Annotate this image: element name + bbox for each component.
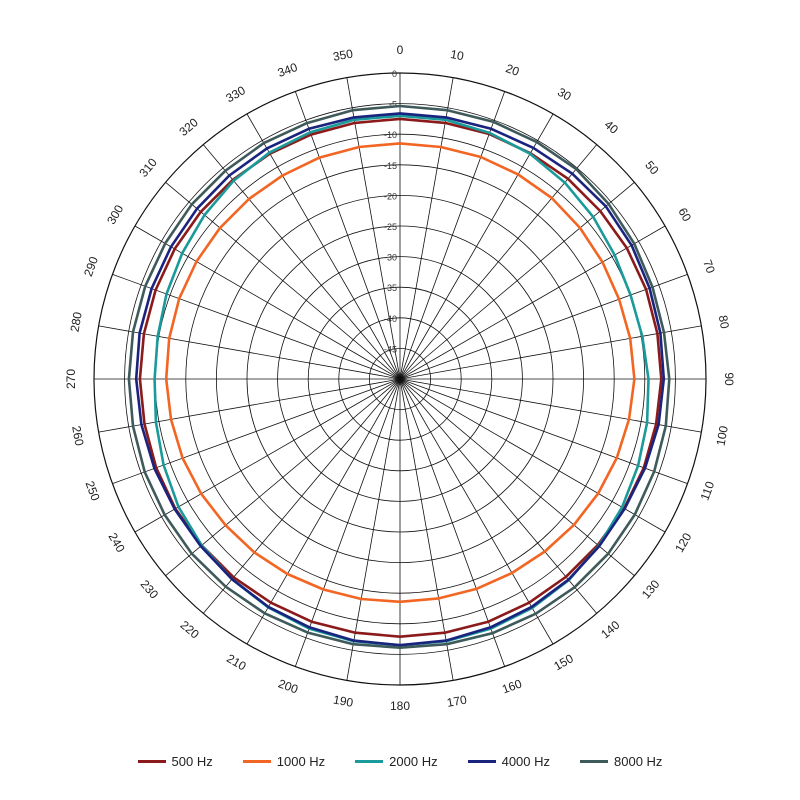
grid-spoke	[112, 273, 401, 380]
angle-tick-label: 240	[106, 530, 128, 555]
angle-tick-label: 140	[598, 618, 623, 642]
grid-spoke	[399, 378, 454, 681]
angle-tick-label: 230	[138, 577, 162, 602]
angle-tick-label: 120	[672, 530, 694, 555]
grid-spoke	[98, 378, 401, 433]
grid-spoke	[294, 91, 401, 380]
angle-tick-label: 180	[390, 699, 410, 713]
grid-spoke	[246, 378, 401, 645]
legend-item: 1000 Hz	[242, 754, 326, 769]
legend-item: 2000 Hz	[355, 754, 438, 769]
angle-tick-label: 310	[136, 155, 160, 180]
angle-tick-label: 170	[446, 693, 468, 710]
angle-tick-label: 70	[700, 258, 718, 276]
series-line-8000-hz	[127, 104, 671, 649]
angle-tick-label: 50	[642, 158, 662, 177]
angle-tick-label: 260	[69, 425, 86, 447]
legend-label: 4000 Hz	[501, 754, 551, 769]
angle-tick-label: 300	[104, 202, 126, 227]
legend-item: 500 Hz	[137, 754, 213, 769]
angle-tick-label: 10	[449, 47, 465, 63]
grid-spoke	[399, 325, 702, 380]
grid-spoke	[399, 378, 506, 667]
series-line-1000-hz	[164, 142, 636, 604]
grid-spoke	[399, 378, 702, 433]
legend-label: 500 Hz	[171, 754, 213, 769]
grid-spoke	[399, 378, 688, 485]
legend-swatch	[355, 760, 384, 763]
angle-tick-label: 90	[722, 372, 736, 386]
angle-tick-label: 60	[675, 205, 694, 224]
angle-tick-label: 150	[551, 651, 576, 673]
grid-spoke	[294, 378, 401, 667]
grid-spoke	[399, 378, 554, 645]
angle-tick-label: 130	[639, 577, 663, 602]
angle-tick-label: 280	[68, 311, 85, 333]
angle-tick-label: 0	[397, 43, 404, 57]
legend-swatch	[137, 760, 166, 763]
legend-swatch	[580, 760, 609, 763]
angle-tick-label: 200	[276, 676, 300, 696]
series-line-4000-hz	[134, 112, 666, 647]
angle-tick-label: 80	[716, 314, 732, 330]
radial-tick-label: -30	[384, 253, 397, 263]
grid-spoke	[399, 144, 597, 380]
grid-spoke	[399, 273, 688, 380]
grid-spoke	[246, 113, 401, 380]
angle-tick-label: 210	[224, 651, 249, 673]
angle-tick-label: 40	[602, 117, 621, 137]
angle-tick-label: 110	[698, 479, 718, 502]
legend-label: 2000 Hz	[389, 754, 438, 769]
grid-spoke	[399, 378, 666, 533]
radial-tick-label: -10	[384, 130, 397, 140]
grid-spoke	[399, 378, 597, 614]
grid-spoke	[112, 378, 401, 485]
angle-tick-label: 220	[178, 618, 203, 642]
grid-spoke	[98, 325, 401, 380]
angle-tick-label: 290	[81, 254, 101, 278]
angle-tick-label: 160	[500, 676, 524, 696]
radial-tick-label: -15	[384, 161, 397, 171]
grid-spoke	[346, 77, 401, 380]
legend-swatch	[467, 760, 496, 763]
grid-spoke	[399, 77, 454, 380]
radial-tick-label: -45	[384, 344, 397, 354]
angle-tick-label: 100	[714, 424, 731, 446]
angle-tick-label: 190	[332, 693, 354, 710]
radial-tick-label: 0	[392, 69, 397, 79]
grid-spoke	[203, 144, 401, 380]
radial-tick-label: -20	[384, 191, 397, 201]
angle-tick-label: 270	[64, 369, 78, 389]
angle-tick-label: 350	[332, 46, 354, 63]
angle-tick-label: 330	[223, 83, 248, 105]
angle-tick-label: 20	[504, 61, 522, 79]
grid-spoke	[399, 182, 635, 380]
legend: 500 Hz 1000 Hz 2000 Hz 4000 Hz 8000 Hz	[0, 754, 800, 769]
radial-tick-label: -35	[384, 283, 397, 293]
legend-item: 4000 Hz	[467, 754, 551, 769]
grid-spoke	[134, 225, 401, 380]
legend-item: 8000 Hz	[580, 754, 662, 769]
polar-plot: 0 -5 -10 -15 -20 -25 -30 -35 -40 -45 0 10 20 30 40 50 60…	[64, 43, 736, 713]
grid-spoke	[399, 113, 554, 380]
grid-spoke	[203, 378, 401, 614]
grid-spoke	[346, 378, 401, 681]
radial-tick-label: -25	[384, 222, 397, 232]
angle-tick-label: 340	[276, 60, 300, 80]
radial-tick-label: -40	[384, 314, 397, 324]
series-line-500-hz	[138, 117, 663, 638]
grid-spoke	[399, 225, 666, 380]
grid-spoke	[165, 378, 401, 576]
angle-tick-label: 30	[555, 85, 574, 104]
legend-label: 1000 Hz	[276, 754, 326, 769]
grid-spoke	[399, 91, 506, 380]
angle-tick-label: 250	[83, 479, 103, 503]
legend-label: 8000 Hz	[614, 754, 663, 769]
angle-tick-label: 320	[176, 115, 201, 139]
grid-spoke	[399, 378, 635, 576]
legend-swatch	[242, 760, 271, 763]
radial-tick-label: -5	[389, 100, 397, 110]
